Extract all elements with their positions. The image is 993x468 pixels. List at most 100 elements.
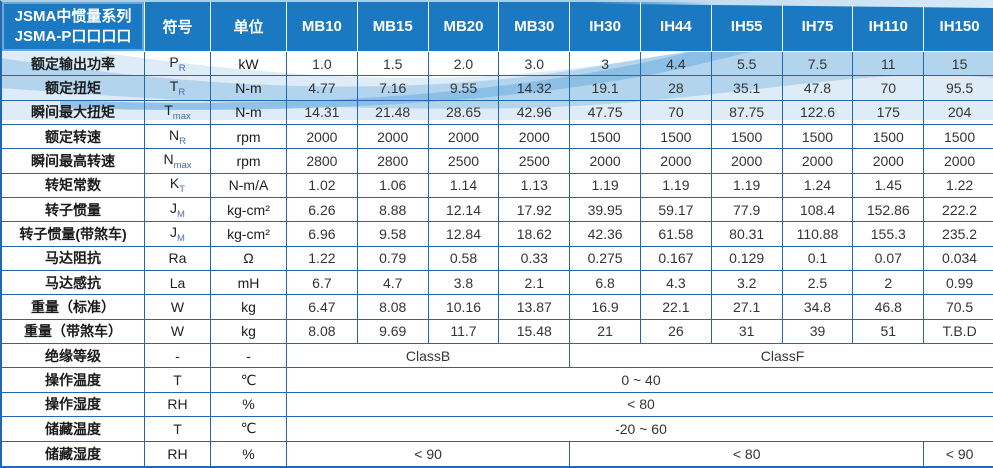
value-cell: 1.14 [428, 173, 500, 199]
row-label: 操作湿度 [2, 392, 145, 418]
value-cell: 152.86 [853, 198, 925, 223]
column-header-ih150: IH150 [924, 2, 993, 52]
value-cell: 1.24 [782, 173, 854, 199]
value-cell: 2000 [428, 125, 500, 150]
value-cell: 1500 [853, 125, 925, 150]
value-cell: 0.034 [924, 247, 993, 272]
row-symbol: La [145, 271, 211, 296]
value-cell: 1.19 [711, 173, 783, 199]
value-cell: 42.96 [499, 100, 571, 126]
value-cell: 14.31 [287, 100, 358, 126]
row-unit: rpm [211, 125, 287, 150]
row-symbol: RH [145, 392, 211, 418]
value-cell: 8.08 [287, 319, 358, 345]
table-row: 瞬间最大扭矩 Tmax N-m 14.31 21.48 28.65 42.96 47.75 70… [2, 100, 993, 126]
row-unit: Ω [211, 246, 287, 272]
header-row: JSMA中惯量系列 JSMA-P口口口口 符号 单位 MB10 MB15 MB20 M… [2, 2, 993, 52]
value-cell: 3.8 [428, 271, 500, 296]
value-cell: 31 [711, 319, 783, 345]
value-cell: 1.22 [287, 246, 358, 272]
value-cell: 2000 [357, 125, 429, 150]
row-label: 操作温度 [2, 368, 145, 393]
value-cell: 6.8 [570, 271, 641, 296]
value-cell: 1.45 [853, 173, 925, 199]
row-unit: mH [211, 271, 287, 296]
value-cell: 155.3 [853, 222, 925, 247]
column-header-ih30: IH30 [570, 2, 641, 52]
value-cell: 12.14 [428, 198, 500, 223]
value-cell: 1.19 [640, 173, 712, 199]
value-cell: 51 [853, 319, 925, 345]
value-cell: 28 [640, 76, 712, 101]
value-cell: 175 [853, 100, 925, 126]
row-unit: N-m/A [211, 173, 287, 199]
value-cell: 1.06 [357, 173, 429, 199]
table-row: 转子惯量 JM kg-cm² 6.26 8.88 12.14 17.92 39.95 59.17… [2, 198, 993, 223]
row-symbol: W [145, 295, 211, 320]
value-cell: 2.1 [499, 271, 571, 296]
value-cell: 2000 [711, 149, 783, 174]
value-cell: 6.96 [287, 222, 358, 247]
row-label: 储藏温度 [2, 417, 145, 442]
value-cell: 70 [640, 100, 712, 126]
value-cell: 2500 [428, 149, 500, 174]
value-cell: 3.2 [711, 271, 783, 296]
row-symbol: - [145, 344, 211, 369]
value-cell: 11.7 [428, 319, 500, 345]
row-unit: kg [211, 319, 287, 345]
value-cell: 1.22 [924, 174, 993, 199]
row-symbol: JM [145, 198, 211, 223]
row-label: 额定输出功率 [2, 52, 145, 77]
row-unit: % [211, 441, 287, 466]
value-cell: 3.0 [499, 52, 571, 77]
value-cell: 2000 [782, 149, 854, 174]
row-label: 瞬间最高转速 [2, 149, 145, 174]
value-cell: 9.69 [357, 319, 429, 345]
table-row: 转矩常数 KT N-m/A 1.02 1.06 1.14 1.13 1.19 1.19 1.19 1… [2, 173, 993, 199]
value-cell: 0 ~ 40 [287, 368, 993, 393]
table-row: 操作湿度 RH% < 80 [2, 392, 993, 418]
row-label: 重量（标准） [2, 295, 145, 320]
value-cell: 2000 [924, 149, 993, 174]
value-cell: 2000 [640, 149, 712, 174]
value-cell: 21 [570, 319, 641, 345]
value-cell: ClassF [570, 344, 993, 369]
row-label: 瞬间最大扭矩 [2, 100, 145, 126]
value-cell: 122.6 [782, 100, 854, 126]
table-row: 绝缘等级 - - ClassB ClassF [2, 344, 993, 369]
column-header-ih44: IH44 [640, 2, 712, 52]
value-cell: 6.26 [287, 198, 358, 223]
value-cell: 108.4 [782, 198, 854, 223]
table-row: 瞬间最高转速 Nmax rpm 2800 2800 2500 2500 2000 2000 200… [2, 149, 993, 174]
value-cell: 47.75 [570, 100, 641, 126]
value-cell: 26 [640, 319, 712, 345]
row-label: 额定转速 [2, 125, 145, 150]
value-cell: 77.9 [711, 198, 783, 223]
row-label: 额定扭矩 [2, 76, 145, 101]
row-unit: kg-cm² [211, 222, 287, 247]
value-cell: 15 [924, 52, 993, 77]
value-cell: 0.167 [640, 246, 712, 272]
row-unit: - [211, 344, 287, 369]
column-header-ih55: IH55 [711, 2, 783, 52]
column-header-unit: 单位 [211, 2, 287, 52]
row-unit: kg-cm² [211, 198, 287, 223]
row-symbol: NR [145, 125, 211, 150]
value-cell: 0.07 [853, 246, 925, 272]
value-cell: 6.47 [287, 295, 358, 320]
value-cell: 87.75 [711, 100, 783, 126]
table-row: 储藏温度 T ℃ -20 ~ 60 [2, 417, 993, 442]
value-cell: 2.0 [428, 52, 500, 77]
series-title-line2: JSMA-P口口口口 [14, 27, 132, 45]
table-body: 额定输出功率 PR kW 1.0 1.5 2.0 3.0 3 4.4 5.5 7.5 11 15 额定扭矩… [2, 52, 993, 466]
value-cell: 204 [924, 101, 993, 126]
table-row: 额定转速 NR rpm 2000 2000 2000 2000 1500 1500 1500 150… [2, 125, 993, 150]
value-cell: 0.99 [924, 271, 993, 296]
value-cell: 2500 [499, 149, 571, 174]
value-cell: < 90 [287, 441, 571, 466]
value-cell: 15.48 [499, 319, 571, 345]
value-cell: 16.9 [570, 295, 641, 320]
